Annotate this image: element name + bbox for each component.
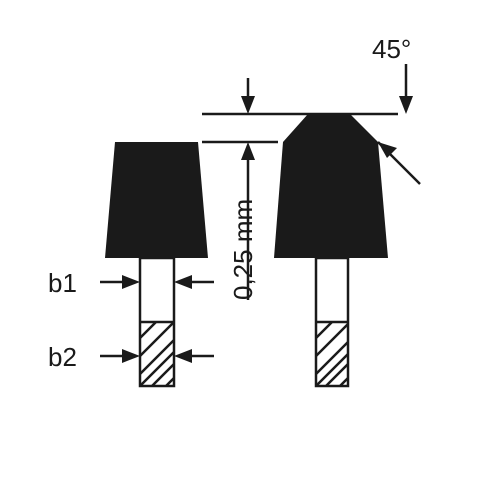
right-tooth-shape: [274, 114, 388, 258]
left-tooth-shape: [105, 142, 208, 258]
left-shaft-hatch: [140, 322, 174, 386]
label-b1: b1: [48, 268, 77, 299]
label-vertical-dim: 0,25 mm: [228, 199, 259, 300]
dim-angle: [378, 64, 420, 184]
label-angle: 45°: [372, 34, 411, 65]
dim-b1: [100, 275, 214, 289]
right-shaft-hatch: [316, 322, 348, 386]
label-b2: b2: [48, 342, 77, 373]
